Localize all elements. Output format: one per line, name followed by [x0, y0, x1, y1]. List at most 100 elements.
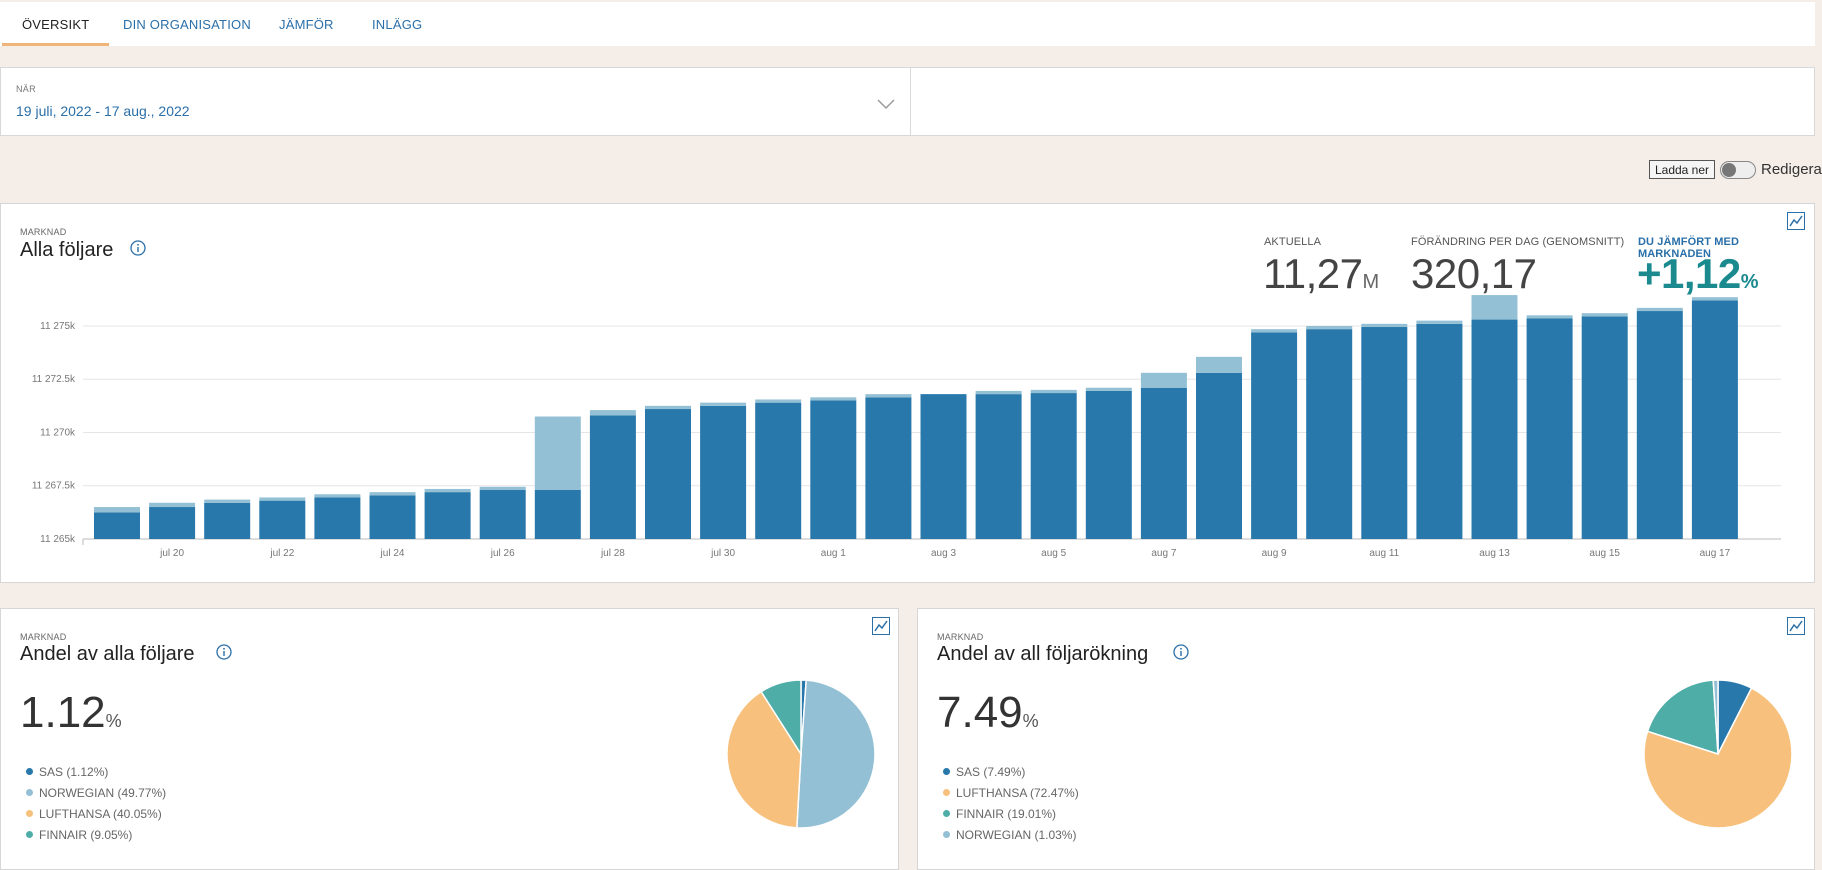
bar-increase-jul-19[interactable]: [94, 507, 140, 513]
bar-increase-jul-27[interactable]: [534, 416, 581, 491]
bar-aug-11[interactable]: [1361, 327, 1408, 539]
bar-increase-jul-30[interactable]: [700, 402, 747, 406]
line-chart-icon[interactable]: [1787, 212, 1805, 230]
bar-increase-jul-22[interactable]: [259, 497, 306, 501]
share-card: MARKNAD Andel av alla följare 1.12% SAS …: [0, 608, 899, 870]
bar-jul-23[interactable]: [314, 497, 361, 539]
bar-aug-16[interactable]: [1636, 311, 1683, 539]
bar-aug-8[interactable]: [1196, 372, 1242, 539]
bar-jul-28[interactable]: [589, 415, 636, 539]
bar-increase-aug-6[interactable]: [1085, 387, 1132, 391]
bar-jul-26[interactable]: [479, 490, 526, 539]
bar-increase-aug-14[interactable]: [1526, 315, 1573, 319]
bar-jul-31[interactable]: [755, 402, 802, 539]
share-pie-chart: [726, 679, 876, 829]
bar-jul-21[interactable]: [204, 502, 251, 539]
bar-increase-jul-21[interactable]: [204, 499, 251, 503]
bar-increase-aug-15[interactable]: [1581, 313, 1628, 317]
bar-aug-9[interactable]: [1251, 332, 1298, 539]
pie-slice[interactable]: [760, 679, 802, 757]
bar-increase-jul-24[interactable]: [369, 492, 416, 496]
bar-aug-4[interactable]: [975, 394, 1022, 539]
tab-jamfor[interactable]: JÄMFÖR: [279, 17, 334, 32]
bar-increase-jul-25[interactable]: [424, 488, 471, 493]
filter-divider: [910, 68, 911, 135]
kpi-label-change-per-day: FÖRÄNDRING PER DAG (GENOMSNITT): [1411, 236, 1625, 248]
bar-aug-14[interactable]: [1526, 318, 1573, 540]
bar-increase-aug-16[interactable]: [1636, 307, 1683, 312]
bar-jul-29[interactable]: [645, 409, 691, 539]
bar-increase-aug-2[interactable]: [865, 394, 912, 398]
download-button[interactable]: Ladda ner: [1649, 160, 1715, 179]
bar-increase-jul-20[interactable]: [149, 502, 196, 508]
bar-aug-5[interactable]: [1030, 393, 1077, 539]
x-tick-label: aug 7: [1151, 548, 1176, 559]
bar-jul-30[interactable]: [700, 405, 747, 539]
bar-increase-jul-28[interactable]: [589, 410, 636, 416]
bar-jul-24[interactable]: [369, 495, 416, 539]
legend-label: LUFTHANSA (72.47%): [956, 785, 1079, 800]
bar-aug-6[interactable]: [1085, 390, 1132, 539]
bar-increase-aug-11[interactable]: [1361, 323, 1408, 328]
line-chart-icon[interactable]: [1787, 617, 1805, 635]
bar-jul-27[interactable]: [534, 490, 581, 539]
bar-aug-7[interactable]: [1140, 387, 1187, 539]
date-range-value: 19 juli, 2022 - 17 aug., 2022: [16, 103, 190, 119]
bar-increase-aug-10[interactable]: [1306, 325, 1353, 330]
date-filter[interactable]: NÄR 19 juli, 2022 - 17 aug., 2022: [0, 67, 1815, 136]
tab-oversikt[interactable]: ÖVERSIKT: [1, 2, 110, 46]
x-tick-label: aug 11: [1369, 548, 1399, 559]
info-icon[interactable]: [130, 240, 146, 256]
bar-aug-17[interactable]: [1691, 300, 1738, 539]
bar-jul-20[interactable]: [149, 507, 196, 539]
legend-item: NORWEGIAN (1.03%): [943, 824, 1079, 845]
bar-increase-jul-31[interactable]: [755, 399, 802, 403]
chevron-down-icon[interactable]: [877, 98, 895, 110]
pie-slice[interactable]: [1646, 679, 1719, 756]
pie-slice[interactable]: [796, 679, 876, 829]
bar-increase-aug-12[interactable]: [1416, 320, 1463, 324]
info-icon[interactable]: [1173, 644, 1189, 660]
legend-label: NORWEGIAN (49.77%): [39, 785, 167, 800]
bar-increase-aug-7[interactable]: [1140, 372, 1187, 388]
y-tick-label: 11 265k: [40, 534, 76, 545]
bar-increase-jul-29[interactable]: [645, 405, 691, 410]
kpi-label-current: AKTUELLA: [1264, 236, 1322, 248]
pie-slice[interactable]: [1712, 679, 1719, 755]
bar-increase-aug-8[interactable]: [1196, 356, 1242, 373]
bar-aug-15[interactable]: [1581, 316, 1628, 539]
line-chart-icon[interactable]: [872, 617, 890, 635]
bar-jul-25[interactable]: [424, 492, 471, 539]
bar-aug-3[interactable]: [920, 394, 967, 539]
legend-item: NORWEGIAN (49.77%): [26, 782, 166, 803]
bar-increase-jul-26[interactable]: [479, 486, 526, 490]
x-tick-label: aug 15: [1589, 548, 1620, 559]
card-title: Andel av all följarökning: [937, 643, 1149, 665]
bar-increase-aug-13[interactable]: [1471, 295, 1518, 320]
bar-increase-aug-5[interactable]: [1030, 389, 1077, 394]
bar-jul-19[interactable]: [94, 512, 140, 539]
legend-item: LUFTHANSA (40.05%): [26, 803, 166, 824]
legend-item: FINNAIR (19.01%): [943, 803, 1079, 824]
bar-aug-12[interactable]: [1416, 323, 1463, 539]
legend-label: LUFTHANSA (40.05%): [39, 806, 162, 821]
pie-slice[interactable]: [1643, 687, 1793, 829]
bar-aug-2[interactable]: [865, 397, 912, 539]
date-filter-label: NÄR: [16, 84, 36, 94]
bar-increase-aug-9[interactable]: [1251, 329, 1298, 333]
info-icon[interactable]: [216, 644, 232, 660]
legend-item: FINNAIR (9.05%): [26, 824, 166, 845]
bar-increase-aug-4[interactable]: [975, 390, 1022, 395]
edit-toggle[interactable]: [1720, 161, 1756, 179]
bar-increase-jul-23[interactable]: [314, 494, 361, 498]
kpi-value-vs-market: +1,12%: [1637, 250, 1759, 297]
bar-increase-aug-17[interactable]: [1691, 297, 1738, 301]
tab-din-organisation[interactable]: DIN ORGANISATION: [123, 17, 251, 32]
card-eyebrow: MARKNAD: [20, 632, 67, 642]
bar-aug-10[interactable]: [1306, 329, 1353, 539]
bar-aug-1[interactable]: [810, 400, 857, 539]
tab-inlagg[interactable]: INLÄGG: [372, 17, 423, 32]
bar-jul-22[interactable]: [259, 500, 306, 539]
bar-increase-aug-1[interactable]: [810, 397, 857, 401]
bar-aug-13[interactable]: [1471, 319, 1518, 539]
